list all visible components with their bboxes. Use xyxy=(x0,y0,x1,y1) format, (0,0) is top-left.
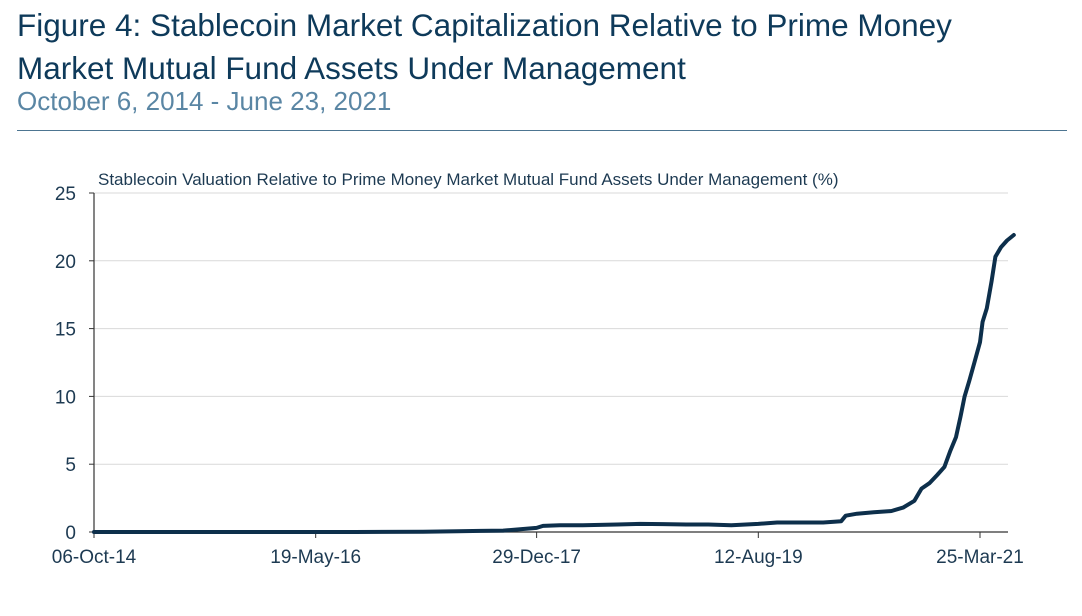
x-tick-label: 19-May-16 xyxy=(270,547,361,568)
figure-title: Figure 4: Stablecoin Market Capitalizati… xyxy=(17,4,1077,90)
series-line xyxy=(92,233,1016,534)
chart-title: Stablecoin Valuation Relative to Prime M… xyxy=(98,170,838,189)
y-tick-label: 10 xyxy=(55,387,76,408)
title-divider xyxy=(17,130,1067,131)
x-tick-label: 29-Dec-17 xyxy=(492,547,581,568)
x-tick-label: 12-Aug-19 xyxy=(714,547,803,568)
figure-title-line2: Market Mutual Fund Assets Under Manageme… xyxy=(17,50,686,86)
gridlines xyxy=(94,192,1008,465)
x-tick-label: 06-Oct-14 xyxy=(52,547,137,568)
y-tick-label: 5 xyxy=(65,455,76,476)
y-tick-label: 15 xyxy=(55,320,76,341)
figure-subtitle: October 6, 2014 - June 23, 2021 xyxy=(17,86,392,116)
figure-title-line1: Figure 4: Stablecoin Market Capitalizati… xyxy=(17,7,952,43)
x-tick-label: 25-Mar-21 xyxy=(936,547,1024,568)
y-tick-label: 0 xyxy=(65,523,76,544)
line-chart: 0 5 10 15 20 25 06-Oct-14 19-May-16 29-Dec-17 12-… xyxy=(52,170,1024,568)
y-tick-label: 25 xyxy=(55,184,76,205)
y-tick-label: 20 xyxy=(55,252,76,273)
axis-ticks: 0 5 10 15 20 25 06-Oct-14 19-May-16 29-Dec-17 12-… xyxy=(52,184,1024,568)
